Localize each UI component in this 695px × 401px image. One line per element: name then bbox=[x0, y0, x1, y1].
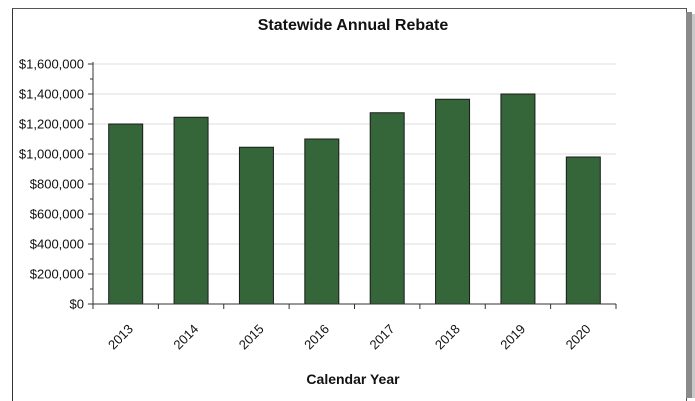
x-tick-label: 2016 bbox=[301, 321, 332, 352]
x-tick-labels: 2013 2014 2015 2016 2017 2018 2019 2020 bbox=[105, 321, 594, 352]
panel-shadow-edge bbox=[692, 14, 695, 398]
panel-shadow bbox=[686, 12, 692, 398]
bars bbox=[108, 93, 601, 305]
x-tick-label: 2019 bbox=[497, 321, 528, 352]
x-tick-label: 2017 bbox=[366, 321, 397, 352]
bar-2019 bbox=[500, 93, 536, 305]
chart-title: Statewide Annual Rebate bbox=[258, 17, 449, 34]
x-axis-label: Calendar Year bbox=[306, 371, 400, 387]
y-tick-labels: $0 $200,000 $400,000 $600,000 $800,000 $1,000… bbox=[19, 57, 84, 312]
x-tick-label: 2018 bbox=[432, 321, 463, 352]
y-tick-label: $600,000 bbox=[30, 207, 84, 222]
x-tick-label: 2015 bbox=[236, 321, 267, 352]
bar-2016 bbox=[304, 138, 340, 305]
y-tick-label: $1,400,000 bbox=[19, 87, 84, 102]
x-tick-label: 2020 bbox=[563, 321, 594, 352]
bar-2014 bbox=[173, 116, 209, 305]
y-tick-label: $0 bbox=[70, 297, 84, 312]
bar-2020 bbox=[565, 156, 601, 305]
y-tick-label: $400,000 bbox=[30, 237, 84, 252]
y-tick-label: $1,600,000 bbox=[19, 57, 84, 72]
axes bbox=[88, 62, 617, 309]
bar-2013 bbox=[108, 123, 144, 305]
bar-2015 bbox=[238, 146, 274, 305]
gridlines bbox=[93, 63, 616, 275]
x-tick-label: 2014 bbox=[170, 321, 201, 352]
y-tick-label: $1,000,000 bbox=[19, 147, 84, 162]
bar-2017 bbox=[369, 112, 405, 305]
y-tick-label: $200,000 bbox=[30, 267, 84, 282]
y-tick-label: $1,200,000 bbox=[19, 117, 84, 132]
x-tick-label: 2013 bbox=[105, 321, 136, 352]
bar-2018 bbox=[435, 98, 471, 305]
y-tick-label: $800,000 bbox=[30, 177, 84, 192]
